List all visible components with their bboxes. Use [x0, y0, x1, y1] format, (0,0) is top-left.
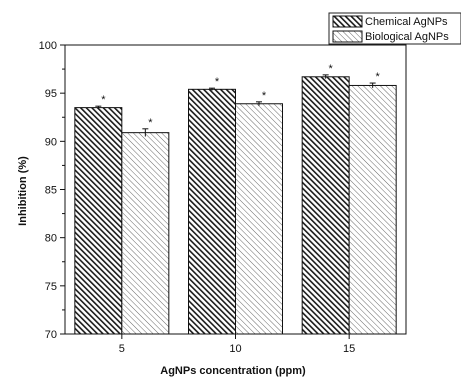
bars-group: * * * * * *	[74, 63, 397, 335]
bar	[348, 84, 397, 335]
y-tick-label: 90	[45, 136, 57, 148]
x-axis: 5 10 15	[119, 334, 355, 355]
significance-marker: *	[148, 117, 153, 129]
legend-label-biological: Biological AgNPs	[365, 31, 449, 43]
y-tick-label: 95	[45, 88, 57, 100]
x-tick-label: 10	[229, 343, 241, 355]
y-tick-label: 85	[45, 185, 57, 197]
significance-marker: *	[376, 71, 381, 83]
significance-marker: *	[329, 63, 334, 75]
significance-marker: *	[262, 90, 267, 102]
x-tick-label: 15	[343, 343, 355, 355]
legend-swatch-biological	[332, 30, 363, 43]
bar	[235, 103, 283, 335]
y-tick-label: 80	[45, 233, 57, 245]
bar	[74, 107, 123, 335]
legend-label-chemical: Chemical AgNPs	[365, 16, 448, 28]
x-tick-label: 5	[119, 343, 125, 355]
bar	[188, 88, 236, 335]
y-axis: 70 75 80 85 90 95 100	[39, 40, 65, 341]
y-tick-label: 100	[39, 40, 57, 52]
legend: Chemical AgNPs Biological AgNPs	[328, 12, 461, 45]
y-tick-label: 75	[45, 281, 57, 293]
significance-marker: *	[215, 76, 220, 88]
x-axis-title: AgNPs concentration (ppm)	[160, 365, 306, 377]
legend-swatch-chemical	[332, 15, 363, 28]
y-axis-title: Inhibition (%)	[17, 156, 29, 226]
significance-marker: *	[101, 94, 106, 106]
bar	[301, 76, 350, 335]
y-tick-label: 70	[45, 329, 57, 341]
bar	[121, 132, 170, 335]
